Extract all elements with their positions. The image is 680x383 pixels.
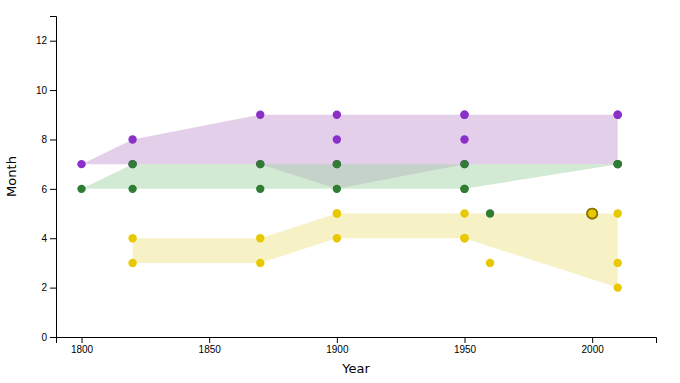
point — [460, 160, 468, 168]
tick-mark — [50, 41, 56, 42]
tick-mark — [209, 337, 210, 343]
tick-mark — [50, 90, 56, 91]
band — [133, 214, 618, 288]
tick: 2000 — [582, 337, 605, 355]
tick-mark — [82, 337, 83, 343]
point — [486, 209, 494, 217]
point — [256, 185, 264, 193]
outlined-point — [587, 209, 597, 219]
point — [333, 135, 341, 143]
plot: 1800 1850 1900 1950 2000 0 2 4 6 8 10 12 — [36, 17, 657, 356]
tick: 1900 — [326, 337, 349, 355]
tick-mark — [50, 337, 56, 338]
point — [460, 185, 468, 193]
scatter-series — [587, 209, 597, 219]
point — [128, 135, 136, 143]
point — [333, 185, 341, 193]
tick: 1950 — [454, 337, 477, 355]
point — [460, 234, 468, 242]
point — [256, 160, 264, 168]
axis-line — [57, 338, 657, 344]
point — [77, 185, 85, 193]
tick-label: 2 — [41, 282, 47, 293]
tick-mark — [50, 288, 56, 289]
point — [460, 135, 468, 143]
point — [256, 111, 264, 119]
point — [333, 160, 341, 168]
tick: 12 — [36, 35, 56, 46]
point — [614, 160, 622, 168]
point — [614, 160, 622, 168]
point — [333, 234, 341, 242]
tick-mark — [50, 139, 56, 140]
tick: 1850 — [199, 337, 222, 355]
tick-label: 1950 — [454, 344, 477, 355]
band — [82, 115, 618, 189]
point — [614, 209, 622, 217]
point — [128, 234, 136, 242]
point — [256, 234, 264, 242]
tick-label: 4 — [41, 233, 47, 244]
point — [460, 160, 468, 168]
tick: 4 — [41, 233, 56, 244]
x-axis-title: Year — [341, 361, 370, 376]
tick: 6 — [41, 184, 56, 195]
point — [614, 160, 622, 168]
chart: 1800 1850 1900 1950 2000 0 2 4 6 8 10 12 Year Month — [0, 0, 680, 383]
point — [614, 111, 622, 119]
point — [333, 111, 341, 119]
point — [128, 185, 136, 193]
scatter-series — [128, 209, 622, 291]
y-axis: 0 2 4 6 8 10 12 — [36, 17, 57, 343]
tick-label: 1800 — [71, 344, 94, 355]
point — [128, 259, 136, 267]
point — [77, 160, 85, 168]
point — [333, 209, 341, 217]
tick-label: 10 — [36, 85, 48, 96]
marks — [77, 111, 622, 292]
point — [460, 209, 468, 217]
tick: 10 — [36, 85, 56, 96]
point — [460, 234, 468, 242]
tick: 0 — [41, 332, 56, 343]
point — [128, 160, 136, 168]
scatter-series — [77, 160, 622, 218]
point — [460, 111, 468, 119]
point — [333, 160, 341, 168]
tick: 1800 — [71, 337, 94, 355]
band — [82, 164, 618, 189]
tick-mark — [592, 337, 593, 343]
point — [128, 160, 136, 168]
point — [256, 160, 264, 168]
tick-label: 1900 — [326, 344, 349, 355]
point — [614, 111, 622, 119]
point — [614, 259, 622, 267]
tick: 8 — [41, 134, 56, 145]
tick-mark — [337, 337, 338, 343]
point — [486, 259, 494, 267]
point — [460, 185, 468, 193]
outlined-point — [587, 209, 597, 219]
tick-label: 2000 — [582, 344, 605, 355]
point — [614, 283, 622, 291]
tick-mark — [50, 189, 56, 190]
tick-mark — [465, 337, 466, 343]
y-axis-title: Month — [4, 156, 19, 197]
axis-line — [50, 17, 57, 338]
scatter-series — [77, 111, 622, 169]
tick-label: 6 — [41, 184, 47, 195]
point — [333, 209, 341, 217]
tick: 2 — [41, 282, 56, 293]
tick-label: 8 — [41, 134, 47, 145]
point — [460, 111, 468, 119]
tick-label: 12 — [36, 35, 48, 46]
x-axis: 1800 1850 1900 1950 2000 — [57, 337, 657, 355]
point — [256, 259, 264, 267]
tick-label: 0 — [41, 332, 47, 343]
tick-mark — [50, 238, 56, 239]
tick-label: 1850 — [199, 344, 222, 355]
